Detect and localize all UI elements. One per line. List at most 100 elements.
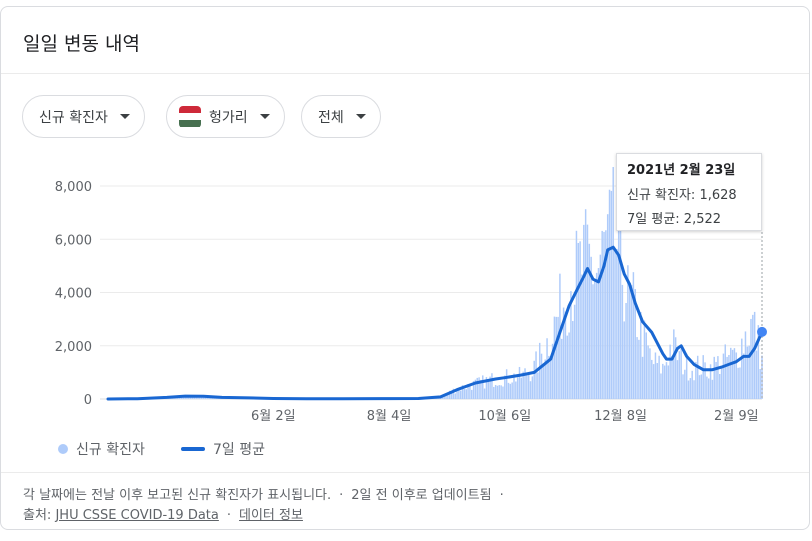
daily-bar <box>586 224 589 399</box>
daily-bar <box>658 355 660 399</box>
daily-bar <box>199 396 201 399</box>
footer-source-prefix: 출처: <box>23 508 52 523</box>
legend-line-swatch <box>181 447 205 451</box>
daily-bar <box>463 388 466 399</box>
metric-dropdown[interactable]: 신규 확진자 <box>22 95 145 138</box>
daily-bar <box>652 364 655 399</box>
hover-point <box>757 326 767 337</box>
daily-bar <box>542 365 545 399</box>
daily-bar <box>691 370 693 399</box>
x-tick-label: 8월 4일 <box>367 409 412 424</box>
daily-bar <box>509 383 512 399</box>
daily-bar <box>467 384 469 399</box>
daily-bar <box>555 316 557 399</box>
daily-bar <box>638 339 640 399</box>
daily-bar <box>715 361 717 399</box>
daily-bar <box>487 379 490 399</box>
daily-bar <box>720 366 723 399</box>
daily-bar <box>502 386 504 399</box>
daily-bar <box>645 332 647 399</box>
daily-bar <box>689 378 692 399</box>
chevron-down-icon <box>355 114 366 119</box>
daily-bar <box>594 280 596 399</box>
chevron-down-icon <box>259 114 270 119</box>
daily-bar <box>617 197 620 399</box>
daily-bar <box>731 349 734 399</box>
daily-bar <box>682 374 684 399</box>
daily-bar <box>605 230 607 399</box>
daily-bar <box>191 396 194 399</box>
daily-bar <box>548 355 550 399</box>
daily-bar <box>561 338 563 399</box>
daily-bar <box>456 390 458 399</box>
daily-bar <box>746 346 749 399</box>
legend-line: 7일 평균 <box>181 439 265 459</box>
daily-bar <box>601 230 603 399</box>
daily-bar <box>676 360 679 399</box>
daily-bar <box>698 375 701 399</box>
daily-bar <box>671 355 673 399</box>
source-link[interactable]: JHU CSSE COVID-19 Data <box>55 508 219 523</box>
daily-bar <box>640 311 642 399</box>
y-tick-label: 0 <box>84 393 92 408</box>
daily-bar <box>608 189 611 399</box>
footer-updated: 2일 전 이후로 업데이트됨 <box>351 488 492 503</box>
daily-bar <box>669 344 671 399</box>
daily-bar <box>735 352 738 399</box>
daily-bar <box>724 344 726 399</box>
x-tick-label: 2월 9일 <box>714 409 759 424</box>
daily-bar <box>730 347 732 399</box>
daily-bar <box>531 376 534 399</box>
daily-bar <box>583 224 585 399</box>
country-dropdown[interactable]: 헝가리 <box>166 95 285 138</box>
daily-bar <box>193 397 196 399</box>
range-dropdown-label: 전체 <box>318 109 344 126</box>
daily-bar <box>573 304 576 399</box>
daily-bar <box>448 390 451 399</box>
daily-bar <box>197 397 199 399</box>
range-dropdown[interactable]: 전체 <box>301 95 381 138</box>
y-tick-label: 4,000 <box>55 287 92 302</box>
daily-bar <box>482 375 484 399</box>
daily-bar <box>524 368 526 399</box>
daily-bar <box>208 397 210 399</box>
daily-bar <box>616 248 618 399</box>
footer-source: 출처: JHU CSSE COVID-19 Data · 데이터 정보 <box>23 508 303 523</box>
hungary-flag-icon <box>179 105 201 128</box>
daily-bar <box>520 377 523 399</box>
daily-bar <box>597 268 600 399</box>
daily-bar <box>632 272 635 399</box>
daily-bar <box>544 359 546 399</box>
daily-bar <box>518 366 521 399</box>
tooltip-cases: 신규 확진자: 1,628 <box>627 188 737 203</box>
metric-dropdown-label: 신규 확진자 <box>39 109 108 126</box>
page-title: 일일 변동 내역 <box>23 33 140 55</box>
daily-bar <box>461 385 464 399</box>
daily-bar <box>538 342 541 399</box>
y-axis-labels: 8,000 6,000 4,000 2,000 0 <box>55 180 92 408</box>
daily-bar <box>564 311 567 399</box>
daily-bar <box>572 321 574 399</box>
daily-bar <box>493 386 495 399</box>
daily-bar <box>566 335 569 399</box>
daily-bar <box>478 377 480 399</box>
data-info-link[interactable]: 데이터 정보 <box>239 508 303 523</box>
daily-bar <box>654 352 657 399</box>
daily-bar <box>603 231 605 399</box>
daily-bar <box>489 376 491 399</box>
daily-bar <box>634 289 636 399</box>
daily-bar <box>577 242 580 399</box>
daily-bar <box>557 316 559 399</box>
daily-bar <box>665 362 668 399</box>
daily-bar <box>537 372 539 399</box>
daily-bar <box>584 209 587 399</box>
y-tick-label: 6,000 <box>55 233 92 248</box>
footer-note: 각 날짜에는 전날 이후 보고된 신규 확진자가 표시됩니다. · 2일 전 이후로… <box>23 488 504 503</box>
daily-bar <box>533 360 535 399</box>
x-tick-label: 10월 6일 <box>478 409 531 424</box>
daily-bar <box>546 338 548 399</box>
daily-bar <box>465 389 467 399</box>
daily-bar <box>511 382 513 399</box>
daily-bar <box>535 351 537 399</box>
